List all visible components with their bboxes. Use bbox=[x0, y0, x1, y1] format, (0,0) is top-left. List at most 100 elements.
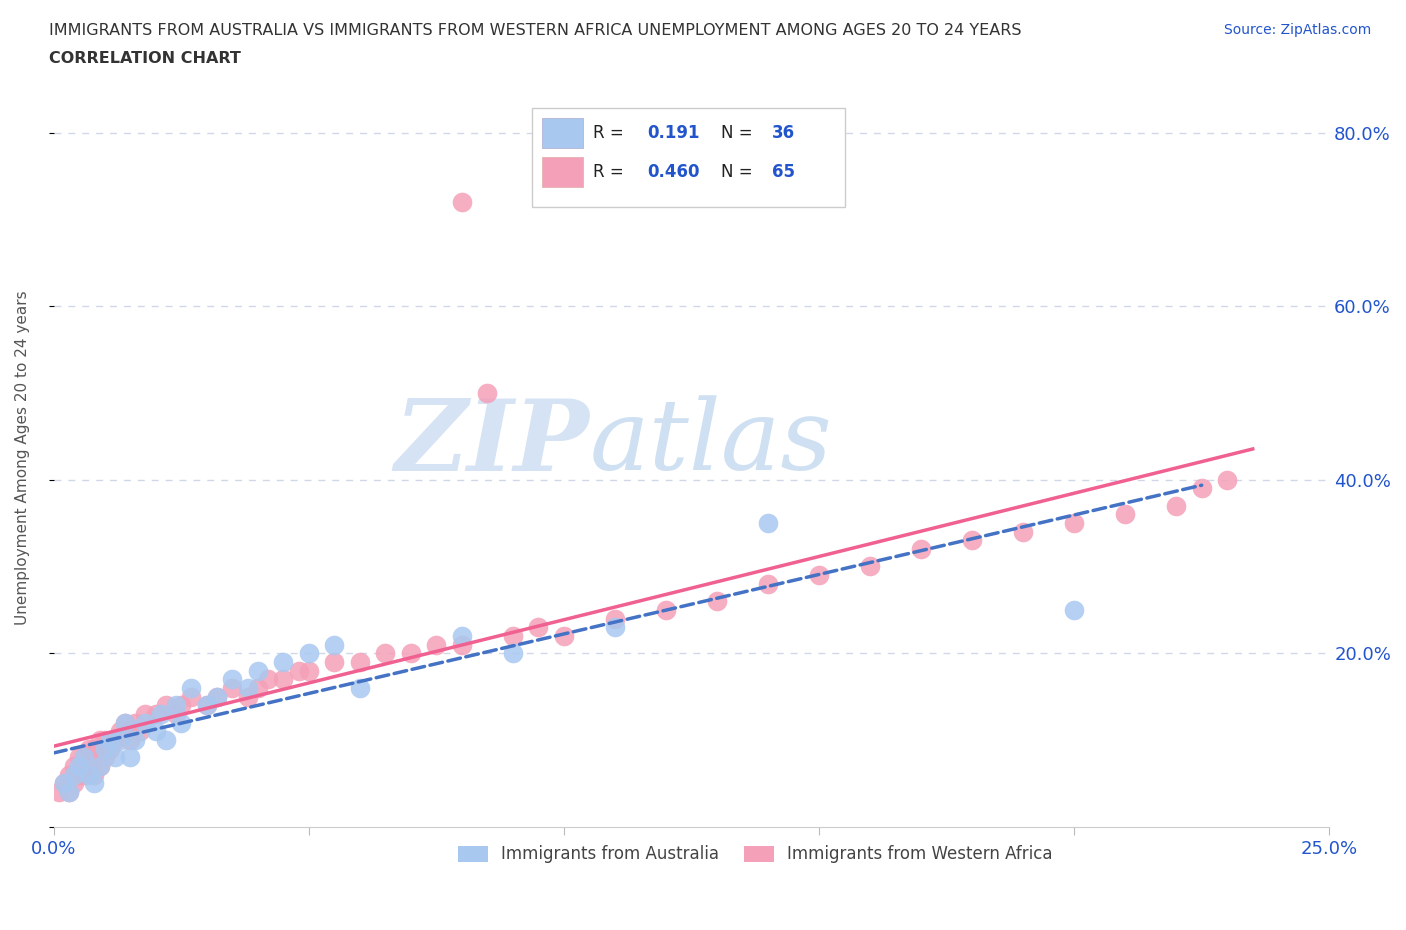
Point bbox=[52, 776, 75, 790]
Point bbox=[124, 733, 146, 748]
Point bbox=[89, 759, 111, 774]
Point bbox=[108, 724, 131, 738]
Point bbox=[73, 767, 96, 782]
Point bbox=[287, 663, 309, 678]
Point bbox=[706, 593, 728, 608]
Point bbox=[323, 637, 346, 652]
Point bbox=[52, 776, 75, 790]
Point bbox=[58, 767, 80, 782]
Text: 0.460: 0.460 bbox=[647, 163, 699, 181]
Point bbox=[1166, 498, 1188, 513]
Point bbox=[477, 386, 499, 401]
Legend: Immigrants from Australia, Immigrants from Western Africa: Immigrants from Australia, Immigrants fr… bbox=[451, 839, 1060, 870]
Point bbox=[170, 698, 193, 712]
Point bbox=[67, 750, 90, 764]
Point bbox=[1012, 525, 1035, 539]
Point bbox=[271, 655, 294, 670]
Text: IMMIGRANTS FROM AUSTRALIA VS IMMIGRANTS FROM WESTERN AFRICA UNEMPLOYMENT AMONG A: IMMIGRANTS FROM AUSTRALIA VS IMMIGRANTS … bbox=[49, 23, 1022, 38]
Point bbox=[73, 750, 96, 764]
Text: 0.191: 0.191 bbox=[647, 124, 699, 142]
Point bbox=[1191, 481, 1213, 496]
Point bbox=[124, 715, 146, 730]
Point bbox=[859, 559, 882, 574]
Point bbox=[349, 681, 371, 696]
Point bbox=[756, 577, 779, 591]
Text: atlas: atlas bbox=[589, 395, 832, 491]
Text: R =: R = bbox=[593, 124, 630, 142]
Point bbox=[114, 715, 136, 730]
Point bbox=[63, 776, 86, 790]
Point bbox=[1216, 472, 1239, 487]
FancyBboxPatch shape bbox=[543, 157, 583, 187]
Point bbox=[236, 681, 259, 696]
Point bbox=[1063, 515, 1085, 530]
Text: 36: 36 bbox=[772, 124, 794, 142]
Point bbox=[89, 733, 111, 748]
Point bbox=[83, 776, 105, 790]
Point bbox=[104, 750, 127, 764]
Point bbox=[145, 724, 167, 738]
Text: N =: N = bbox=[721, 163, 758, 181]
Point bbox=[271, 671, 294, 686]
Point bbox=[195, 698, 218, 712]
Point bbox=[83, 767, 105, 782]
Point bbox=[553, 629, 575, 644]
Point bbox=[349, 655, 371, 670]
Text: Source: ZipAtlas.com: Source: ZipAtlas.com bbox=[1223, 23, 1371, 37]
Point bbox=[246, 663, 269, 678]
Point bbox=[58, 785, 80, 800]
Point bbox=[93, 733, 115, 748]
Point bbox=[89, 759, 111, 774]
Point bbox=[756, 515, 779, 530]
Point bbox=[149, 707, 172, 722]
Point bbox=[502, 629, 524, 644]
Point bbox=[195, 698, 218, 712]
Point bbox=[450, 194, 472, 209]
Point bbox=[67, 759, 90, 774]
Point bbox=[1114, 507, 1136, 522]
Point bbox=[48, 785, 70, 800]
Point bbox=[165, 698, 187, 712]
Y-axis label: Unemployment Among Ages 20 to 24 years: Unemployment Among Ages 20 to 24 years bbox=[15, 291, 30, 625]
Point bbox=[114, 715, 136, 730]
Point bbox=[79, 741, 101, 756]
FancyBboxPatch shape bbox=[531, 108, 845, 207]
Point bbox=[120, 750, 142, 764]
Point bbox=[808, 567, 831, 582]
Point bbox=[221, 671, 243, 686]
Point bbox=[120, 733, 142, 748]
Point bbox=[98, 733, 121, 748]
Point bbox=[98, 741, 121, 756]
Point bbox=[960, 533, 983, 548]
Point bbox=[205, 689, 228, 704]
Point bbox=[180, 689, 202, 704]
Point bbox=[79, 759, 101, 774]
Point bbox=[165, 707, 187, 722]
Point bbox=[67, 767, 90, 782]
Point bbox=[450, 629, 472, 644]
Point bbox=[502, 645, 524, 660]
Point bbox=[73, 750, 96, 764]
Point bbox=[527, 619, 550, 634]
Point bbox=[180, 681, 202, 696]
Text: R =: R = bbox=[593, 163, 630, 181]
Point bbox=[1063, 603, 1085, 618]
Point bbox=[63, 759, 86, 774]
Point bbox=[603, 611, 626, 626]
Point bbox=[374, 645, 396, 660]
Point bbox=[58, 785, 80, 800]
Point bbox=[134, 715, 156, 730]
Point bbox=[910, 541, 932, 556]
Point bbox=[655, 603, 678, 618]
FancyBboxPatch shape bbox=[543, 118, 583, 148]
Point bbox=[221, 681, 243, 696]
Point bbox=[205, 689, 228, 704]
Point bbox=[145, 707, 167, 722]
Text: CORRELATION CHART: CORRELATION CHART bbox=[49, 51, 240, 66]
Text: ZIP: ZIP bbox=[395, 395, 589, 492]
Point bbox=[425, 637, 447, 652]
Point bbox=[170, 715, 193, 730]
Point bbox=[298, 645, 321, 660]
Point bbox=[83, 741, 105, 756]
Point bbox=[155, 698, 177, 712]
